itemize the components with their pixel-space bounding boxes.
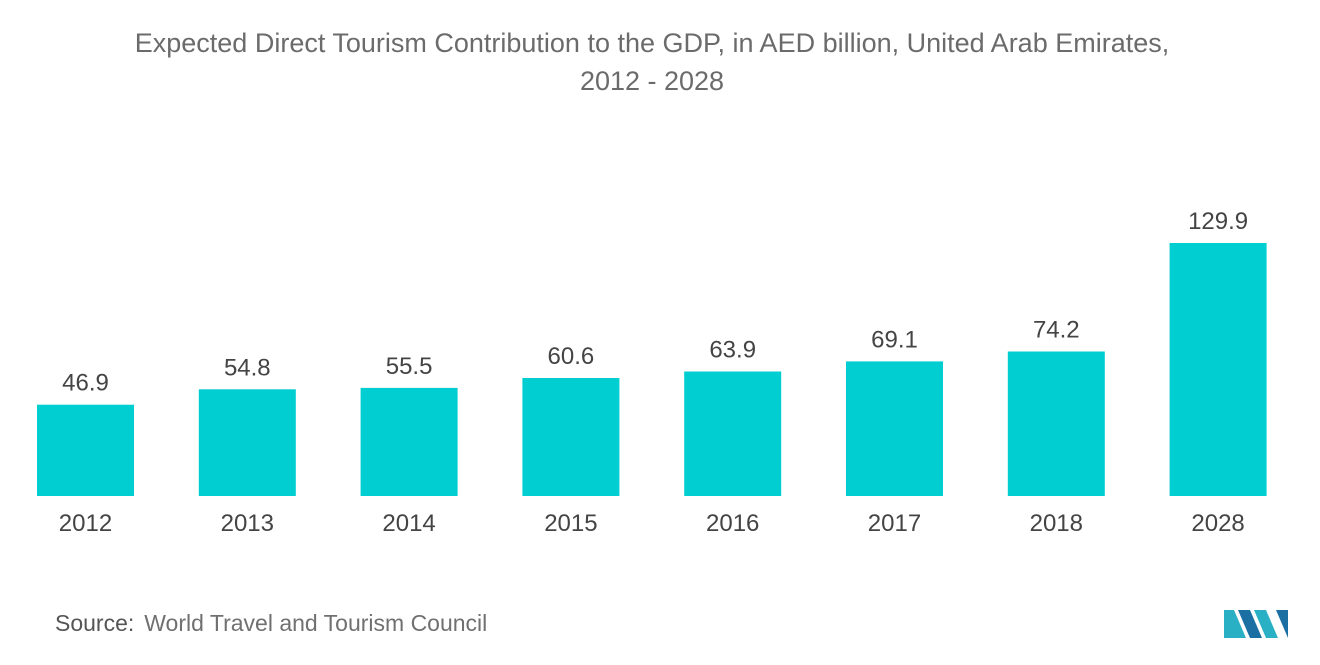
value-label-2014: 55.5 bbox=[386, 353, 433, 380]
x-tick-label-2014: 2014 bbox=[382, 510, 435, 537]
source-label: Source: bbox=[55, 610, 135, 636]
bar-2018 bbox=[1007, 351, 1105, 496]
bar-2013 bbox=[198, 389, 296, 496]
chart-title-line-2: 2012 - 2028 bbox=[579, 66, 725, 96]
value-label-2012: 46.9 bbox=[62, 370, 109, 397]
mordor-logo-icon bbox=[1224, 610, 1288, 638]
value-label-2018: 74.2 bbox=[1033, 317, 1080, 344]
bar-2015 bbox=[522, 378, 620, 496]
value-labels-group: 46.9 54.8 55.5 60.6 63.9 69.1 74.2 129.9 bbox=[62, 208, 1248, 397]
x-tick-label-2016: 2016 bbox=[706, 510, 759, 537]
source-text: World Travel and Tourism Council bbox=[144, 610, 488, 636]
x-tick-label-2028: 2028 bbox=[1191, 510, 1244, 537]
value-label-2016: 63.9 bbox=[709, 337, 756, 364]
chart-title: Expected Direct Tourism Contribution to … bbox=[0, 24, 1304, 100]
bar-2014 bbox=[360, 387, 458, 496]
value-label-2013: 54.8 bbox=[224, 354, 271, 381]
x-tick-label-2017: 2017 bbox=[868, 510, 921, 537]
bars-group bbox=[37, 243, 1267, 496]
x-tick-label-2018: 2018 bbox=[1030, 510, 1083, 537]
x-tick-label-2015: 2015 bbox=[544, 510, 597, 537]
x-axis-labels-group: 2012 2013 2014 2015 2016 2017 2018 2028 bbox=[59, 510, 1245, 537]
bar-2012 bbox=[37, 404, 134, 496]
value-label-2017: 69.1 bbox=[871, 326, 918, 353]
chart-title-line-1: Expected Direct Tourism Contribution to … bbox=[134, 28, 1170, 58]
value-label-2015: 60.6 bbox=[548, 343, 595, 370]
x-tick-label-2013: 2013 bbox=[221, 510, 274, 537]
bar-2017 bbox=[846, 361, 943, 496]
value-label-2028: 129.9 bbox=[1188, 208, 1248, 235]
bar-2016 bbox=[684, 371, 782, 496]
source-note: Source: World Travel and Tourism Council bbox=[55, 610, 487, 637]
x-tick-label-2012: 2012 bbox=[59, 510, 112, 537]
bar-2028 bbox=[1169, 243, 1267, 496]
